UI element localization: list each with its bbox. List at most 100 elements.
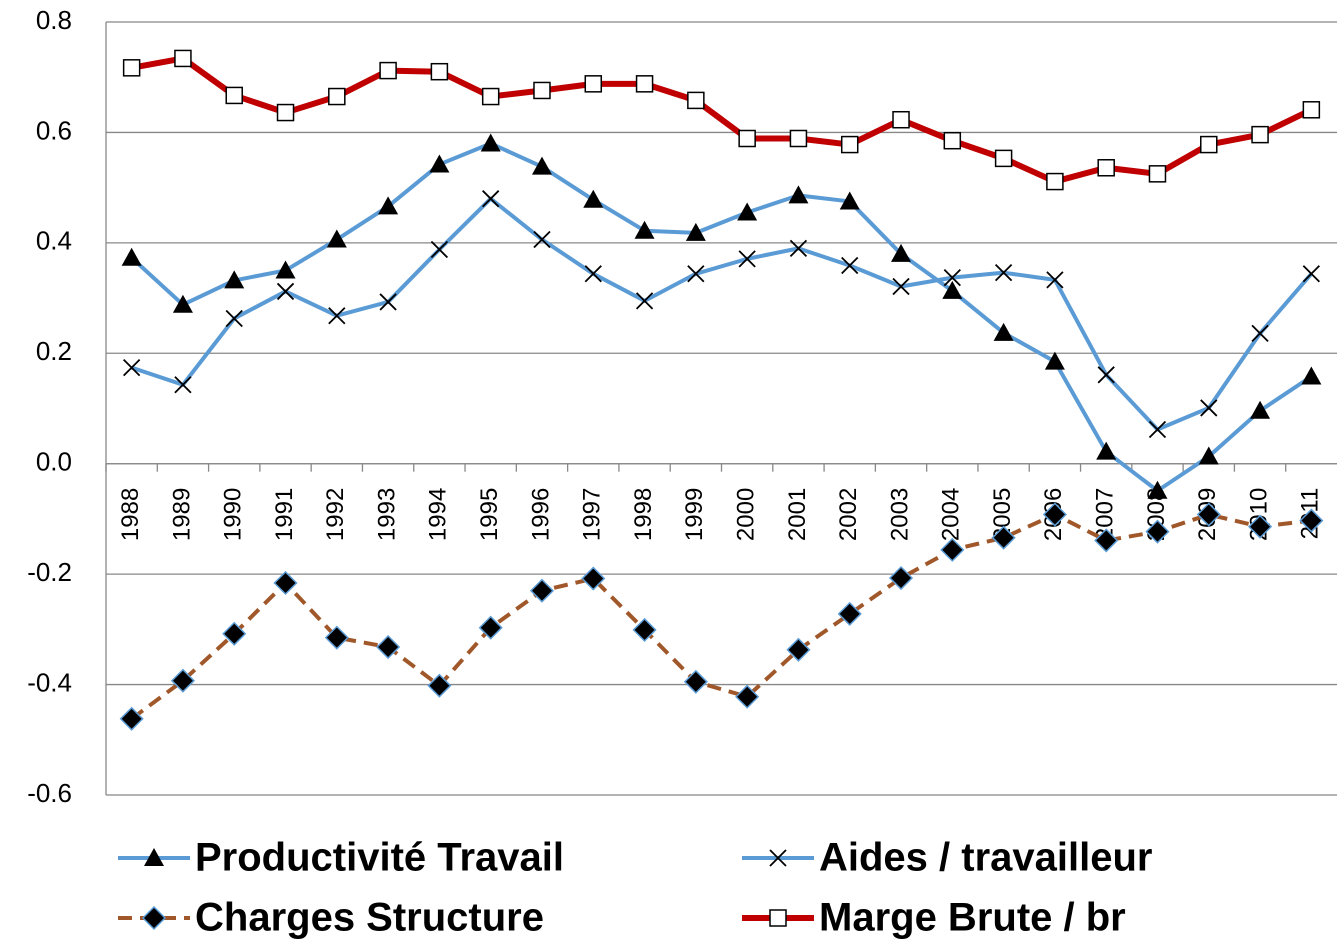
y-tick-label: 0.2 [36,336,72,366]
marker [275,260,296,279]
y-tick-label: -0.2 [27,557,72,587]
marker [1097,159,1115,177]
marker [141,905,167,931]
x-tick-label: 2001 [784,488,811,541]
marker [273,570,298,596]
marker [581,566,606,591]
y-tick-label: 0.6 [36,115,72,145]
marker [379,61,397,80]
marker [1250,400,1271,419]
marker [769,909,787,927]
x-tick-label: 1994 [425,488,452,541]
marker [326,229,347,248]
marker [224,270,245,289]
marker [533,81,551,100]
legend-label: Aides / travailleur [819,836,1152,880]
marker [170,668,195,693]
x-tick-label: 1993 [373,488,400,541]
legend-label: Marge Brute / br [819,896,1126,940]
marker [379,293,397,311]
marker [427,673,452,698]
marker [478,615,503,640]
marker [123,359,141,377]
series-line [131,55,1313,185]
marker [687,91,705,110]
marker [1196,502,1221,527]
marker [1097,366,1115,384]
x-tick-label: 1991 [271,488,298,541]
x-tick-label: 1989 [168,488,195,541]
x-tick-label: 1992 [322,488,349,541]
x-tick-label: 1997 [579,488,606,541]
marker [1301,366,1322,385]
x-tick-label: 2002 [835,488,862,541]
y-tick-label: -0.6 [27,778,72,808]
marker [1096,441,1117,460]
marker [940,537,965,562]
marker [1251,125,1269,144]
legend-label: Productivité Travail [195,836,564,880]
x-tick-label: 1996 [527,488,554,541]
marker [1147,480,1168,499]
marker [122,59,141,77]
marker [328,87,346,106]
series-line [131,196,1313,432]
marker [1302,265,1320,283]
marker [119,706,144,731]
x-tick-label: 1988 [117,488,144,541]
x-tick-label: 2000 [732,488,759,541]
marker [942,280,963,299]
marker [993,322,1014,341]
marker [634,220,655,239]
x-tick-label: 1990 [220,488,247,541]
marker [276,103,295,122]
marker [529,578,555,603]
marker [174,376,192,394]
marker [482,190,500,208]
marker [222,621,247,646]
marker [635,75,654,93]
series-line [130,141,1313,493]
marker [943,131,962,150]
marker [531,156,552,175]
marker [943,269,961,287]
y-tick-label: 0.0 [36,447,72,477]
marker [1200,399,1218,417]
marker [430,240,449,259]
marker [687,265,705,283]
marker [172,294,193,313]
marker [1044,351,1065,370]
marker [328,307,346,325]
x-tick-label: 1998 [630,488,657,541]
marker [737,202,758,221]
marker [839,191,860,210]
marker [994,149,1013,168]
x-tick-label: 1995 [476,488,503,541]
marker [892,110,910,129]
marker [837,601,862,626]
marker [1148,420,1167,439]
marker [144,848,164,866]
marker [683,669,708,694]
marker [121,247,142,266]
marker [840,135,859,154]
marker [584,265,602,283]
marker [1148,165,1167,183]
marker [786,637,811,662]
marker [430,62,449,81]
x-tick-label: 2003 [886,488,913,541]
marker [892,277,910,296]
marker [888,565,914,591]
marker [685,222,706,241]
marker [583,189,604,208]
marker [1302,101,1321,119]
marker [1145,519,1170,544]
marker [735,684,760,709]
x-tick-label: 1999 [681,488,708,541]
marker [174,49,192,68]
marker [891,243,912,262]
marker [276,282,295,301]
y-tick-label: -0.4 [27,667,72,697]
marker [324,625,349,650]
